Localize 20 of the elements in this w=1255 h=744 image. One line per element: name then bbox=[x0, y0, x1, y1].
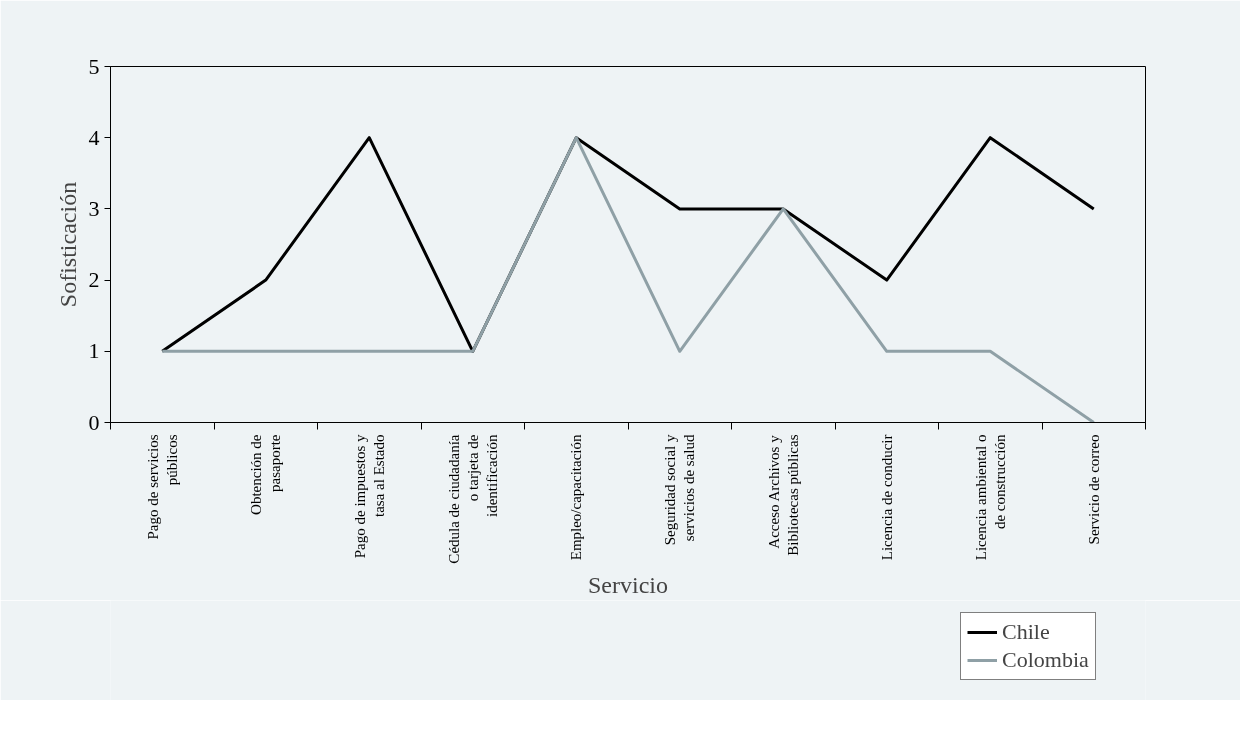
x-tick-label: Pago de impuestos y tasa al Estado bbox=[351, 434, 387, 559]
y-tick-label: 0 bbox=[88, 409, 100, 435]
y-tick-label: 1 bbox=[88, 338, 100, 364]
x-axis-title: Servicio bbox=[588, 571, 668, 598]
line-series bbox=[160, 136, 1096, 423]
x-tick-label: Acceso Archivos y Bibliotecas públicas bbox=[765, 434, 801, 556]
x-tick-label: Empleo/capacitación bbox=[568, 434, 585, 561]
x-tick-label: Servicio de correo bbox=[1085, 434, 1102, 545]
y-tick-label: 2 bbox=[88, 267, 100, 293]
x-tick-label: Licencia ambiental o de construcción bbox=[972, 434, 1008, 561]
x-tick-label: Pago de servicios públicos bbox=[144, 434, 180, 540]
y-tick-label: 4 bbox=[88, 124, 100, 150]
y-tick-label: 3 bbox=[88, 195, 100, 221]
legend-label: Colombia bbox=[1002, 647, 1089, 673]
legend-label: Chile bbox=[1002, 619, 1050, 645]
x-tick-label: Licencia de conducir bbox=[878, 434, 895, 561]
x-tick-label: Seguridad social y servicios de salud bbox=[662, 434, 698, 546]
y-tick-label: 5 bbox=[88, 53, 100, 79]
x-tick-label: Obtención de pasaporte bbox=[248, 434, 284, 515]
y-axis-title: Sofisticación bbox=[54, 181, 81, 308]
